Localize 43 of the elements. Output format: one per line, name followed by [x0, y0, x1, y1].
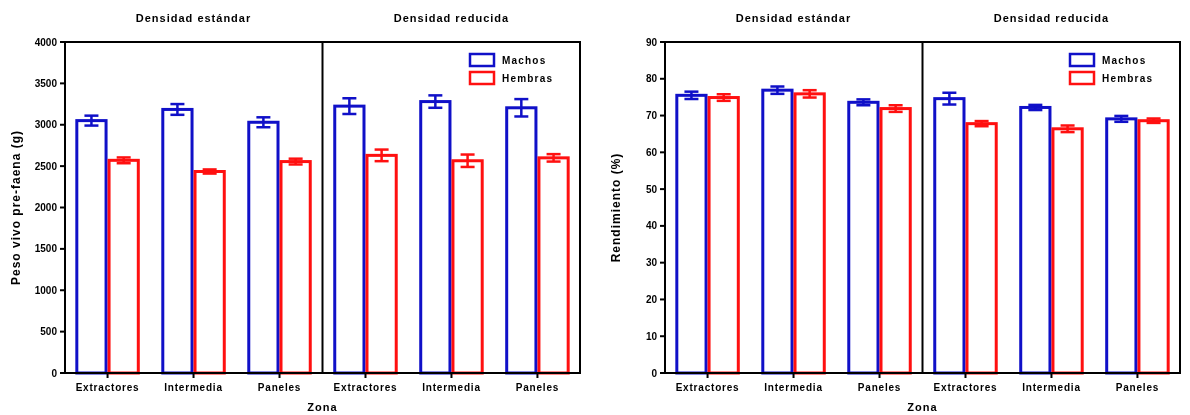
x-tick-label: Extractores — [75, 382, 140, 393]
y-tick-label: 2500 — [34, 160, 58, 172]
y-axis-title: Peso vivo pre-faena (g) — [9, 129, 23, 286]
y-tick-label: 60 — [645, 146, 658, 158]
x-tick-label: Intermedia — [164, 382, 223, 393]
legend-label: Hembras — [502, 73, 554, 84]
y-tick-label: 2000 — [34, 202, 58, 213]
y-tick-label: 0 — [51, 367, 58, 379]
y-tick-label: 50 — [645, 183, 658, 195]
x-axis-title: Zona — [307, 401, 338, 413]
x-tick-label: Extractores — [675, 382, 740, 393]
text: Densidad estándar — [135, 12, 252, 24]
y-tick-label: 1500 — [34, 243, 58, 255]
legend-label: Machos — [502, 55, 547, 66]
x-tick-label: Extractores — [333, 382, 398, 393]
x-tick-label: Extractores — [933, 382, 998, 393]
y-tick-label: 3000 — [34, 119, 58, 131]
x-tick-label: Paneles — [515, 382, 560, 393]
text: Densidad estándar — [735, 12, 852, 24]
y-tick-label: 70 — [645, 110, 658, 122]
y-tick-label: 80 — [645, 73, 658, 85]
text: Densidad reducida — [993, 12, 1110, 24]
x-axis-title: Zona — [907, 401, 938, 413]
x-tick-label: Intermedia — [764, 382, 823, 393]
x-tick-label: Intermedia — [422, 382, 481, 393]
y-axis-title: Rendimiento (%) — [609, 152, 623, 263]
y-tick-label: 10 — [645, 330, 658, 342]
y-tick-label: 4000 — [34, 36, 58, 48]
text: Densidad reducida — [393, 12, 510, 24]
y-tick-label: 30 — [645, 257, 658, 269]
y-tick-label: 90 — [645, 36, 658, 48]
x-tick-label: Paneles — [257, 382, 302, 393]
y-tick-label: 20 — [645, 293, 658, 305]
y-tick-label: 500 — [40, 326, 58, 338]
x-tick-label: Paneles — [857, 382, 902, 393]
y-tick-label: 3500 — [34, 77, 58, 89]
x-tick-label: Paneles — [1115, 382, 1160, 393]
y-tick-label: 1000 — [34, 284, 58, 296]
y-tick-label: 0 — [651, 367, 658, 379]
legend-label: Machos — [1102, 55, 1147, 66]
y-tick-label: 40 — [645, 220, 658, 232]
legend-label: Hembras — [1102, 73, 1154, 84]
x-tick-label: Intermedia — [1022, 382, 1081, 393]
